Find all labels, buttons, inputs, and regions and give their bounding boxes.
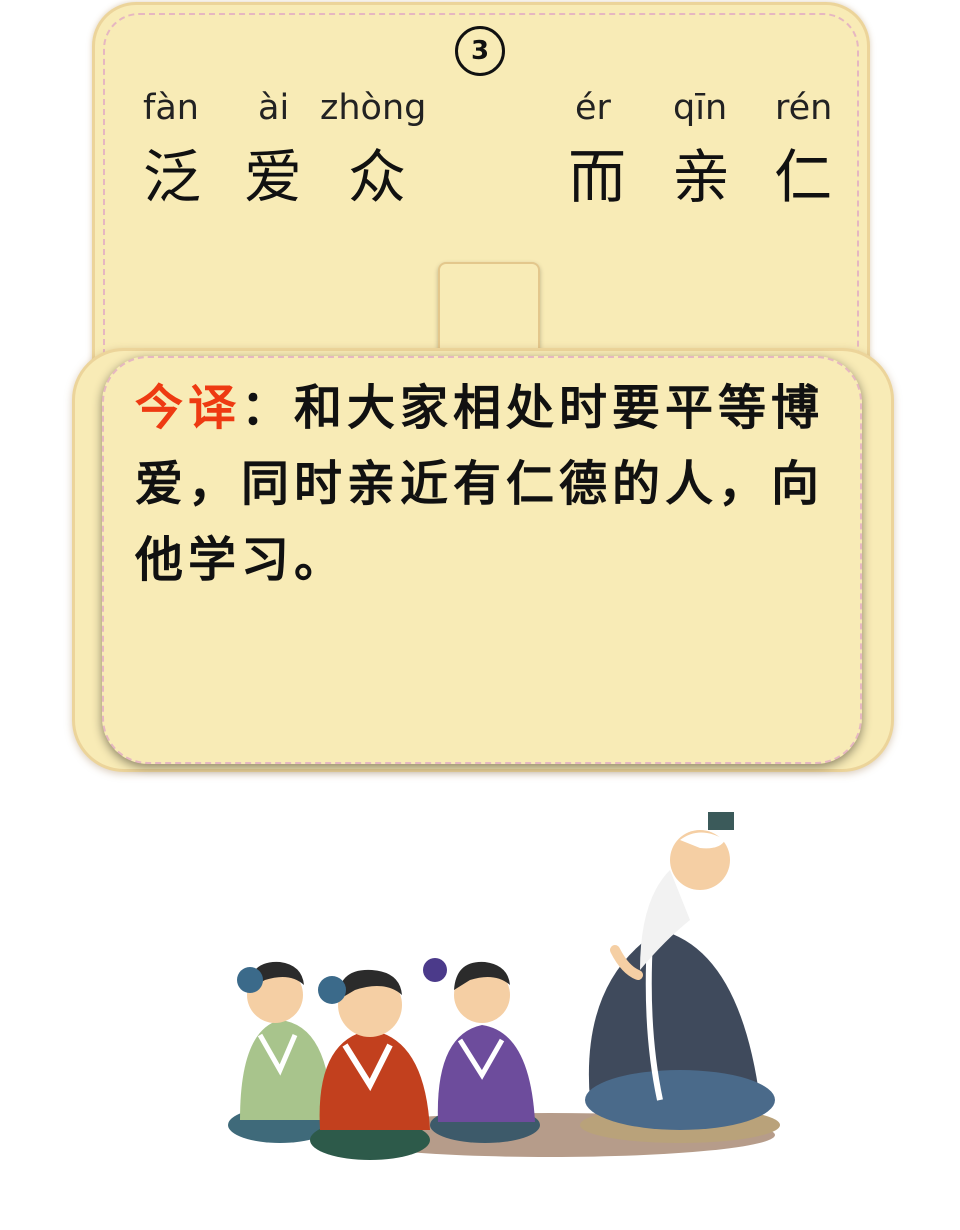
- hanzi-6: 仁: [774, 143, 833, 211]
- hanzi-2: 爱: [244, 143, 303, 211]
- hanzi-1: 泛: [143, 143, 202, 211]
- translation-card: [102, 356, 862, 764]
- verse-number-badge: 3: [455, 26, 505, 76]
- teacher-confucius: [585, 812, 775, 1130]
- student-red: [310, 969, 430, 1160]
- student-green: [228, 961, 332, 1143]
- translation-body: 和大家相处时要平等博爱，同时亲近有仁德的人，向他学习。: [135, 380, 825, 588]
- pinyin-4: ér: [575, 88, 611, 128]
- translation-text: 今译：和大家相处时要平等博爱，同时亲近有仁德的人，向他学习。: [135, 370, 845, 598]
- pinyin-6: rén: [775, 88, 833, 128]
- pinyin-2: ài: [258, 88, 290, 128]
- hanzi-5: 亲: [672, 143, 731, 211]
- teacher-students-illustration: [228, 812, 780, 1160]
- hanzi-3: 众: [348, 143, 407, 211]
- student-purple: [423, 958, 540, 1143]
- translation-separator: ：: [241, 380, 295, 436]
- pinyin-5: qīn: [673, 88, 728, 128]
- pinyin-1: fàn: [143, 88, 199, 128]
- pinyin-3: zhòng: [320, 88, 427, 128]
- translation-label: 今译: [135, 380, 242, 436]
- hanzi-4: 而: [568, 143, 627, 211]
